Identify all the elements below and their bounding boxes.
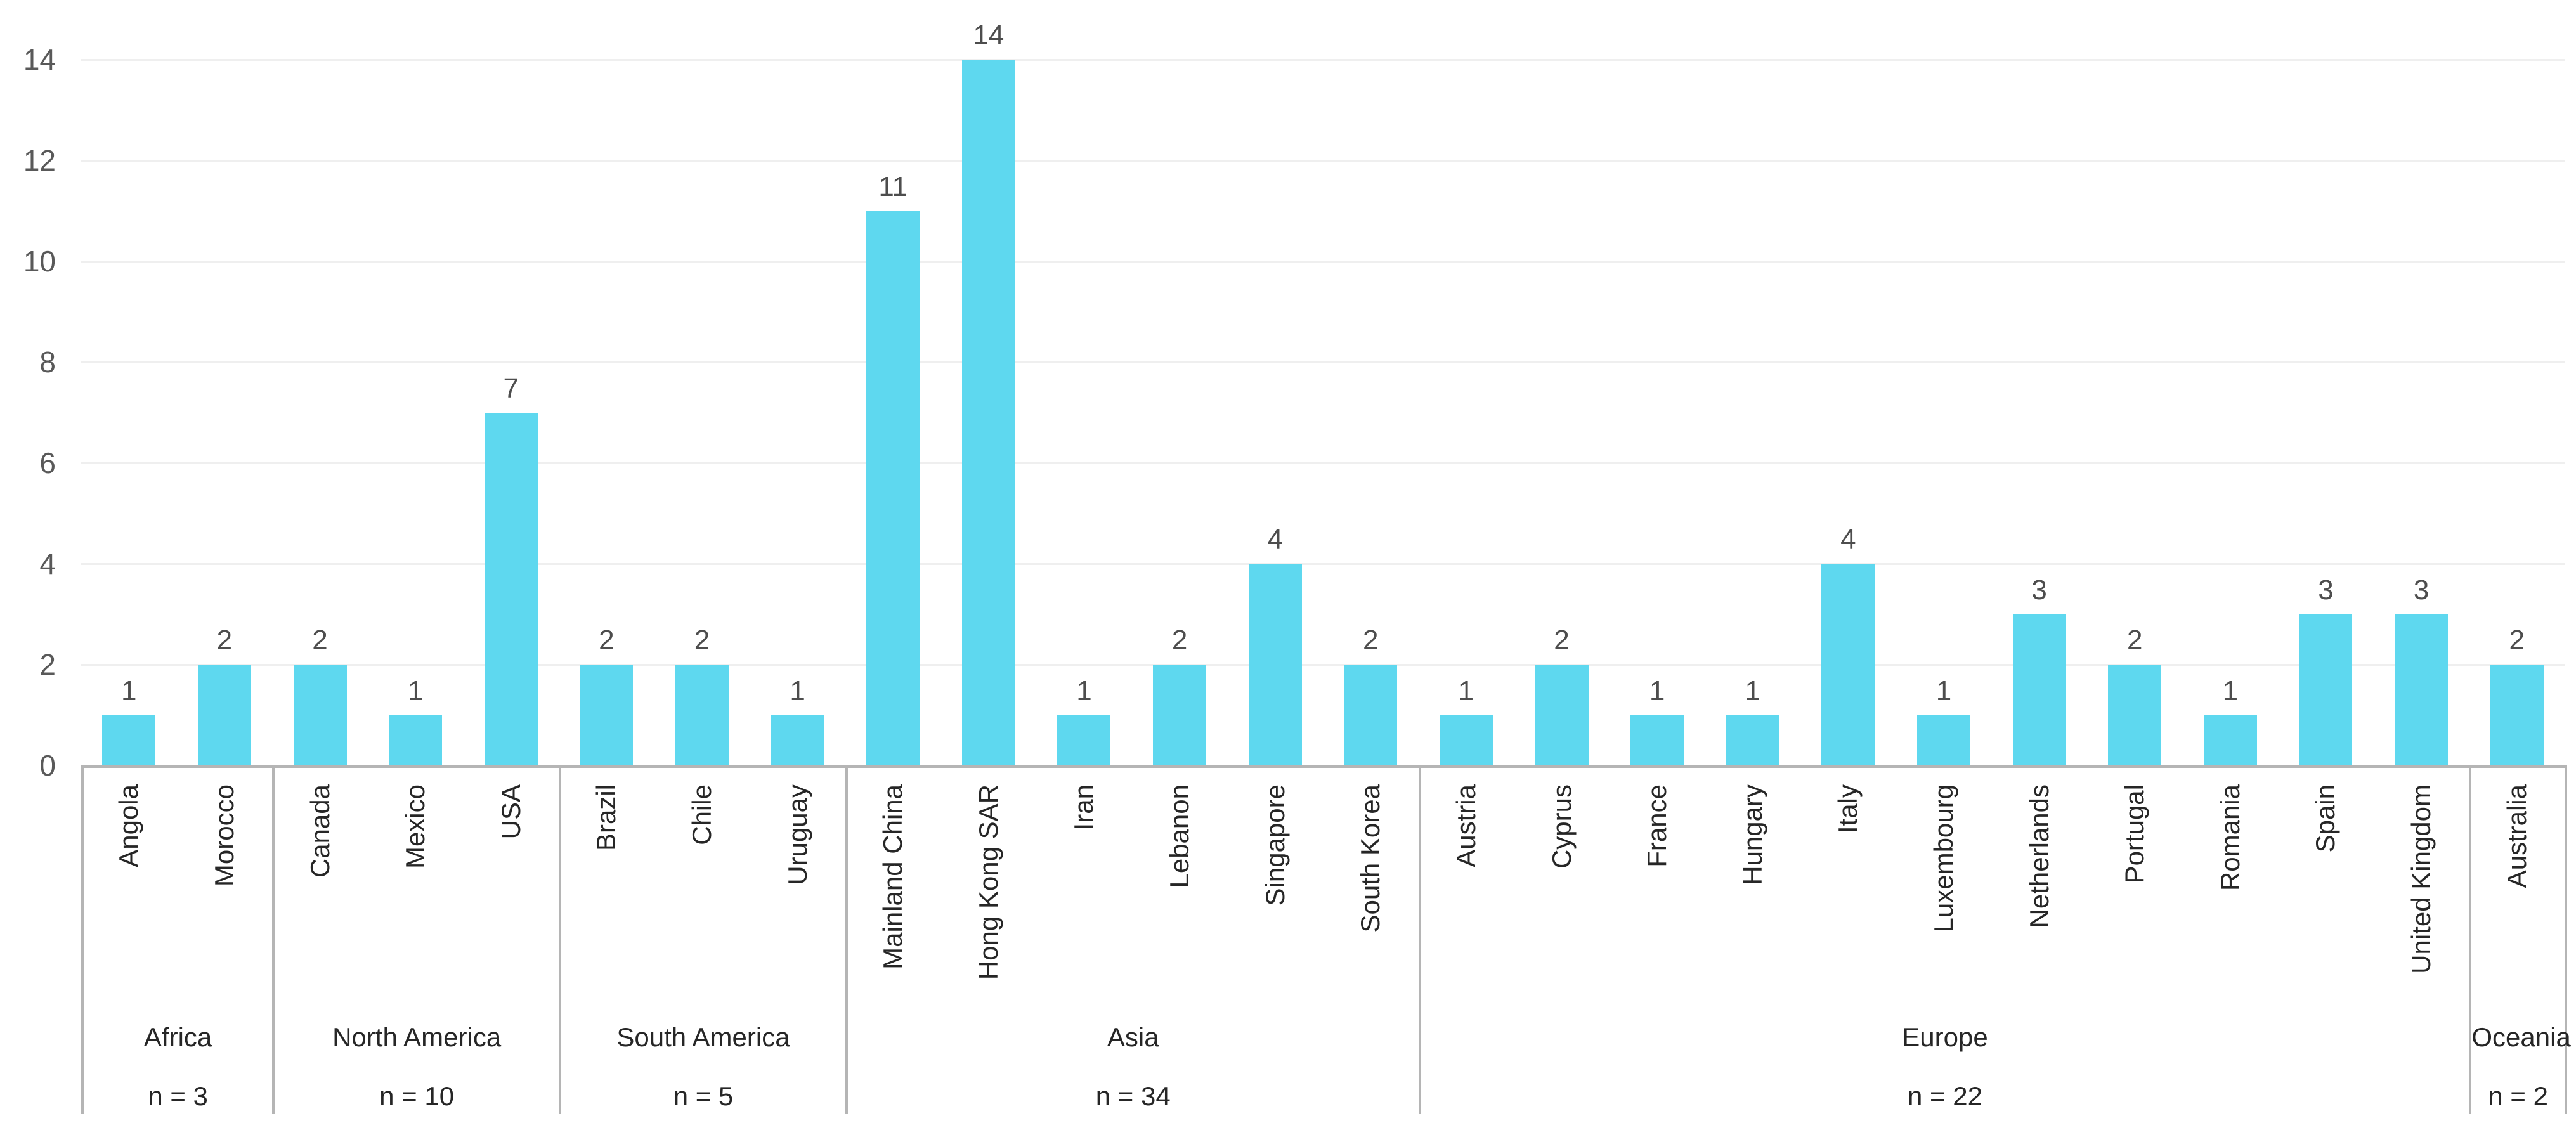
bar xyxy=(484,412,538,765)
gridline xyxy=(81,664,2565,666)
group-continent-label: Europe xyxy=(1902,1022,1988,1052)
group-continent-label: Africa xyxy=(143,1022,212,1052)
bar xyxy=(1630,715,1684,765)
bar-value-label: 1 xyxy=(1745,675,1760,706)
group-box: Europe n = 22 xyxy=(1418,765,2469,1114)
bar xyxy=(1726,715,1779,765)
bar-value-label: 4 xyxy=(1840,524,1856,555)
y-axis-tick-label: 14 xyxy=(23,43,56,76)
bar-value-label: 2 xyxy=(599,625,615,656)
bar xyxy=(2012,614,2066,765)
group-n-label: n = 34 xyxy=(1095,1081,1171,1111)
bar xyxy=(2203,715,2257,765)
bar-value-label: 1 xyxy=(1649,675,1665,706)
gridline xyxy=(81,462,2565,464)
gridline xyxy=(81,261,2565,263)
y-axis-tick-label: 10 xyxy=(23,245,56,278)
bar xyxy=(2108,665,2162,765)
bar xyxy=(2490,665,2544,765)
bar xyxy=(389,715,443,765)
bar xyxy=(1344,665,1398,765)
bar xyxy=(1535,665,1589,765)
bar-value-label: 2 xyxy=(1171,625,1188,656)
group-continent-label: Asia xyxy=(1107,1022,1159,1052)
gridline xyxy=(81,160,2565,162)
group-continent-label: Oceania xyxy=(2471,1022,2571,1052)
group-n-label: n = 5 xyxy=(673,1081,734,1111)
bar xyxy=(197,665,251,765)
bar-value-label: 2 xyxy=(2509,625,2525,656)
group-n-label: n = 22 xyxy=(1908,1081,1982,1111)
bar-value-label: 3 xyxy=(2318,574,2334,606)
bar xyxy=(1057,715,1111,765)
bar-value-label: 2 xyxy=(694,625,710,656)
bar xyxy=(580,665,634,765)
gridline xyxy=(81,361,2565,363)
bar-value-label: 2 xyxy=(2126,625,2143,656)
gridline xyxy=(81,563,2565,565)
y-axis-tick-label: 12 xyxy=(23,144,56,177)
y-axis-tick-label: 2 xyxy=(39,648,56,681)
bar-value-label: 1 xyxy=(1935,675,1952,706)
y-axis-tick-label: 8 xyxy=(39,346,56,379)
bar-value-label: 2 xyxy=(216,625,233,656)
bar-value-label: 11 xyxy=(878,171,908,202)
bar xyxy=(1153,665,1207,765)
bar-value-label: 1 xyxy=(790,675,805,706)
group-continent-label: North America xyxy=(332,1022,502,1052)
bar-value-label: 1 xyxy=(121,675,137,706)
gridline xyxy=(81,59,2565,61)
bar xyxy=(675,665,729,765)
group-box: South America n = 5 xyxy=(559,765,845,1114)
group-n-label: n = 3 xyxy=(148,1081,208,1111)
bar xyxy=(102,715,156,765)
bar xyxy=(1439,715,1493,765)
bar xyxy=(2299,614,2353,765)
bar xyxy=(293,665,347,765)
bar xyxy=(1917,715,1970,765)
bar xyxy=(1821,564,1875,765)
bar-value-label: 1 xyxy=(407,675,424,706)
group-box: North America n = 10 xyxy=(272,765,559,1114)
y-axis-tick-label: 6 xyxy=(39,446,56,479)
bar-value-label: 2 xyxy=(1363,625,1379,656)
bar-value-label: 14 xyxy=(973,20,1005,51)
bar xyxy=(866,211,920,765)
bar xyxy=(2395,614,2449,765)
group-n-label: n = 2 xyxy=(2488,1081,2548,1111)
bar-value-label: 4 xyxy=(1267,524,1283,555)
bar-value-label: 1 xyxy=(1076,675,1092,706)
bar-value-label: 3 xyxy=(2413,574,2430,606)
bar xyxy=(1248,564,1302,765)
y-axis-tick-label: 0 xyxy=(39,749,56,782)
bar-value-label: 2 xyxy=(1554,625,1570,656)
y-axis-tick-label: 4 xyxy=(39,547,56,580)
bar-value-label: 3 xyxy=(2031,574,2047,606)
group-box: Oceania n = 2 xyxy=(2469,765,2571,1114)
bar xyxy=(771,715,824,765)
group-continent-label: South America xyxy=(616,1022,790,1052)
bar xyxy=(961,60,1015,765)
bar-value-label: 1 xyxy=(1458,675,1474,706)
bar-value-label: 7 xyxy=(503,372,519,404)
group-box: Asia n = 34 xyxy=(845,765,1419,1114)
bar-value-label: 2 xyxy=(312,625,328,656)
group-box: Africa n = 3 xyxy=(81,765,273,1114)
bar-value-label: 1 xyxy=(2222,675,2239,706)
group-n-label: n = 10 xyxy=(379,1081,455,1111)
